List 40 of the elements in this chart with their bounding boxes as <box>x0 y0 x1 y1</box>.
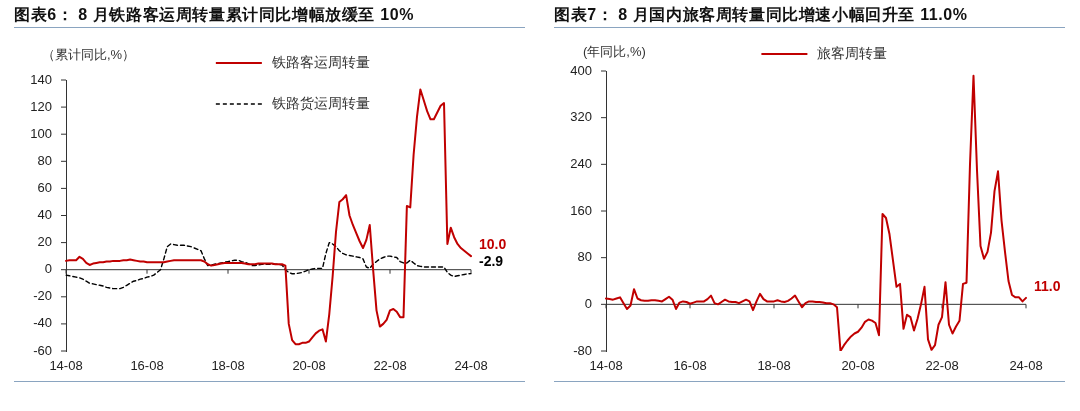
legend-label: 铁路客运周转量 <box>270 53 370 70</box>
y-tick-label: 400 <box>570 62 592 78</box>
x-tick-label: 24-08 <box>1009 358 1043 374</box>
y-tick-label: -40 <box>33 315 52 331</box>
x-tick-label: 22-08 <box>373 358 407 374</box>
x-tick-label: 18-08 <box>757 358 791 374</box>
x-tick-label: 14-08 <box>589 358 623 374</box>
y-axis-title: （累计同比,%） <box>42 46 136 62</box>
legend-label: 旅客周转量 <box>817 44 888 61</box>
annotation: 11.0 <box>1034 277 1061 294</box>
chart-title: 图表7： 8 月国内旅客周转量同比增速小幅回升至 11.0% <box>554 6 968 24</box>
annotation: 10.0 <box>479 236 507 253</box>
x-tick-label: 14-08 <box>49 358 83 374</box>
x-tick-label: 16-08 <box>130 358 164 374</box>
x-tick-label: 20-08 <box>841 358 875 374</box>
y-tick-label: 120 <box>30 98 52 114</box>
y-tick-label: 80 <box>37 152 52 168</box>
y-tick-label: -80 <box>573 342 592 358</box>
legend-label: 铁路货运周转量 <box>270 94 370 111</box>
y-tick-label: 40 <box>37 207 52 223</box>
annotation: -2.9 <box>479 253 504 270</box>
chart-title: 图表6： 8 月铁路客运周转量累计同比增幅放缓至 10% <box>14 6 414 24</box>
y-tick-label: 140 <box>30 71 52 87</box>
y-tick-label: 20 <box>37 234 52 250</box>
x-tick-label: 16-08 <box>673 358 707 374</box>
x-tick-label: 18-08 <box>211 358 245 374</box>
y-tick-label: 320 <box>570 109 592 125</box>
x-tick-label: 22-08 <box>925 358 959 374</box>
x-tick-label: 24-08 <box>454 358 488 374</box>
y-tick-label: 0 <box>44 261 52 277</box>
y-tick-label: 160 <box>570 202 592 218</box>
x-tick-label: 20-08 <box>292 358 326 374</box>
y-tick-label: 60 <box>37 179 52 195</box>
y-tick-label: 240 <box>570 155 592 171</box>
y-tick-label: -20 <box>33 288 52 304</box>
y-axis-title: (年同比,%) <box>583 43 646 59</box>
y-tick-label: 80 <box>577 249 592 265</box>
y-tick-label: 0 <box>584 295 592 311</box>
y-tick-label: -60 <box>33 342 52 358</box>
y-tick-label: 100 <box>30 125 52 141</box>
